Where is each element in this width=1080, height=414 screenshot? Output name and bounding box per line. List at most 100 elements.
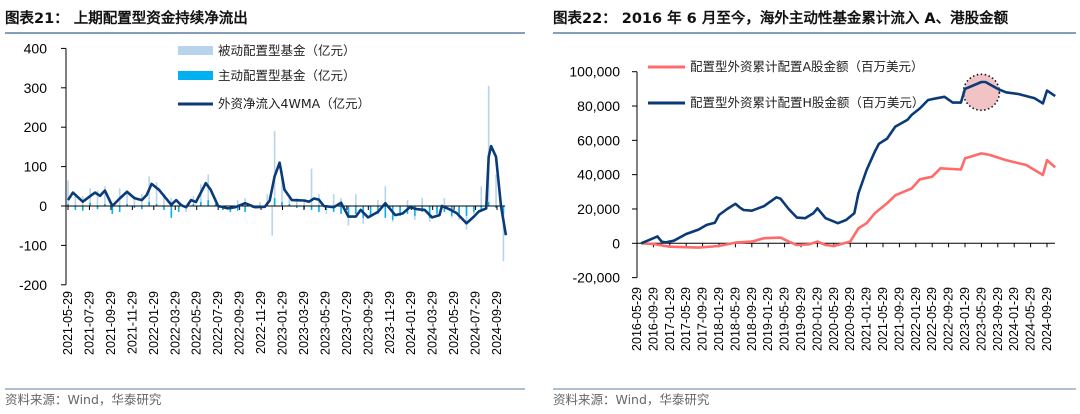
- x-tick-label: 2023-03-29: [297, 291, 311, 355]
- x-tick-label: 2022-09-29: [233, 291, 247, 355]
- x-tick-label: 2023-09-29: [991, 287, 1005, 351]
- x-tick-label: 2024-07-29: [469, 291, 483, 355]
- x-tick-label: 2022-01-29: [909, 287, 923, 351]
- line-h-share: [640, 80, 1056, 245]
- y-tick-label: 400: [24, 40, 48, 56]
- x-tick-label: 2018-01-29: [712, 287, 726, 351]
- bar-active: [369, 206, 372, 216]
- bar-active: [126, 204, 128, 206]
- bar-active: [487, 202, 490, 206]
- x-tick-label: 2023-01-29: [276, 291, 290, 355]
- bar-active: [295, 206, 298, 208]
- y-tick-label: -200: [19, 277, 47, 293]
- x-tick-label: 2021-09-29: [104, 291, 118, 355]
- bar-active: [207, 200, 210, 206]
- y-tick-label: 100,000: [569, 64, 620, 80]
- bar-active: [133, 206, 136, 208]
- bar-passive: [74, 194, 77, 206]
- bar-active: [273, 198, 276, 206]
- bar-passive: [332, 194, 335, 206]
- bar-passive: [495, 174, 497, 206]
- bar-active: [325, 206, 328, 210]
- legend-label-active: 主动配置型基金（亿元）: [218, 68, 356, 83]
- bar-passive: [384, 186, 387, 206]
- x-tick-label: 2018-09-29: [745, 287, 759, 351]
- x-tick-label: 2017-09-29: [696, 287, 710, 351]
- chart22-legend: 配置型外资累计配置A股金额（百万美元） 配置型外资累计配置H股金额（百万美元）: [648, 59, 924, 110]
- x-tick-label: 2022-01-29: [147, 291, 161, 355]
- chart21-title: 图表21： 上期配置型资金持续净流出: [5, 9, 248, 27]
- x-tick-label: 2021-05-29: [61, 291, 75, 355]
- bar-active: [96, 206, 99, 210]
- bar-active: [89, 202, 91, 206]
- y-tick-label: 60,000: [577, 132, 620, 148]
- x-tick-label: 2019-09-29: [794, 287, 808, 351]
- bar-active: [214, 204, 217, 206]
- chart21-source: 资料来源：Wind，华泰研究: [5, 392, 162, 407]
- bar-passive: [67, 180, 69, 206]
- bar-active: [170, 206, 173, 218]
- x-tick-label: 2019-05-29: [778, 287, 792, 351]
- x-tick-label: 2023-11-29: [383, 291, 397, 354]
- x-tick-label: 2017-01-29: [663, 287, 677, 351]
- bar-passive: [295, 198, 298, 206]
- bar-passive: [502, 206, 505, 262]
- bar-active: [104, 204, 106, 206]
- bar-passive: [288, 196, 291, 206]
- x-tick-label: 2024-05-29: [447, 291, 461, 355]
- bar-active: [155, 204, 158, 206]
- bar-passive: [377, 200, 379, 206]
- y-tick-label: 300: [24, 80, 48, 96]
- bar-passive: [480, 186, 483, 206]
- x-tick-label: 2016-05-29: [630, 287, 644, 351]
- y-tick-label: -100: [19, 237, 47, 253]
- chart22-plot: 100,000 80,000 60,000 40,000 20,000 0 -20,000 2…: [569, 64, 1057, 351]
- bar-active: [347, 206, 350, 216]
- bar-passive: [406, 200, 409, 206]
- x-tick-label: 2024-09-29: [1040, 287, 1054, 351]
- bar-active: [473, 206, 475, 212]
- x-tick-label: 2023-01-29: [958, 287, 972, 351]
- bar-active: [148, 202, 150, 206]
- chart21-legend: 被动配置型基金（亿元） 主动配置型基金（亿元） 外资净流入4WMA（亿元）: [178, 43, 370, 111]
- bar-passive: [236, 200, 239, 206]
- chart22-source: 资料来源：Wind，华泰研究: [553, 392, 710, 407]
- bar-passive: [465, 206, 468, 230]
- x-tick-label: 2020-09-29: [843, 287, 857, 351]
- x-tick-label: 2021-09-29: [892, 287, 906, 351]
- x-tick-label: 2023-05-29: [974, 287, 988, 351]
- bar-active: [340, 206, 342, 214]
- bar-passive: [443, 198, 446, 206]
- bar-active: [399, 206, 401, 216]
- bar-passive: [487, 85, 490, 206]
- bar-active: [495, 206, 497, 208]
- bar-active: [355, 206, 357, 214]
- legend-swatch-active: [178, 71, 213, 80]
- bar-active: [458, 206, 460, 214]
- y-tick-label: -20,000: [573, 270, 621, 286]
- line-a-share: [641, 152, 1057, 249]
- bar-active: [310, 206, 313, 210]
- bar-passive: [133, 196, 136, 206]
- bar-active: [384, 206, 387, 218]
- x-tick-label: 2021-05-29: [876, 287, 890, 351]
- x-tick-label: 2024-09-29: [490, 291, 504, 355]
- bar-passive: [259, 202, 261, 206]
- bar-passive: [421, 198, 424, 206]
- y-tick-label: 40,000: [577, 167, 620, 183]
- bar-active: [332, 206, 335, 212]
- x-tick-label: 2024-03-29: [426, 291, 440, 355]
- bar-active: [428, 206, 431, 218]
- y-tick-label: 0: [39, 198, 47, 214]
- bar-passive: [104, 186, 106, 206]
- bar-passive: [355, 194, 357, 206]
- x-tick-label: 2017-05-29: [679, 287, 693, 351]
- bar-active: [67, 204, 69, 206]
- bar-active: [480, 206, 483, 210]
- x-tick-label: 2021-11-29: [125, 291, 139, 354]
- bar-active: [465, 206, 468, 216]
- chart21-plot: 400 300 200 100 0 -100 -200 2021-05-29 2021-07-2…: [19, 40, 508, 355]
- bar-active: [288, 204, 291, 206]
- bar-passive: [163, 194, 165, 206]
